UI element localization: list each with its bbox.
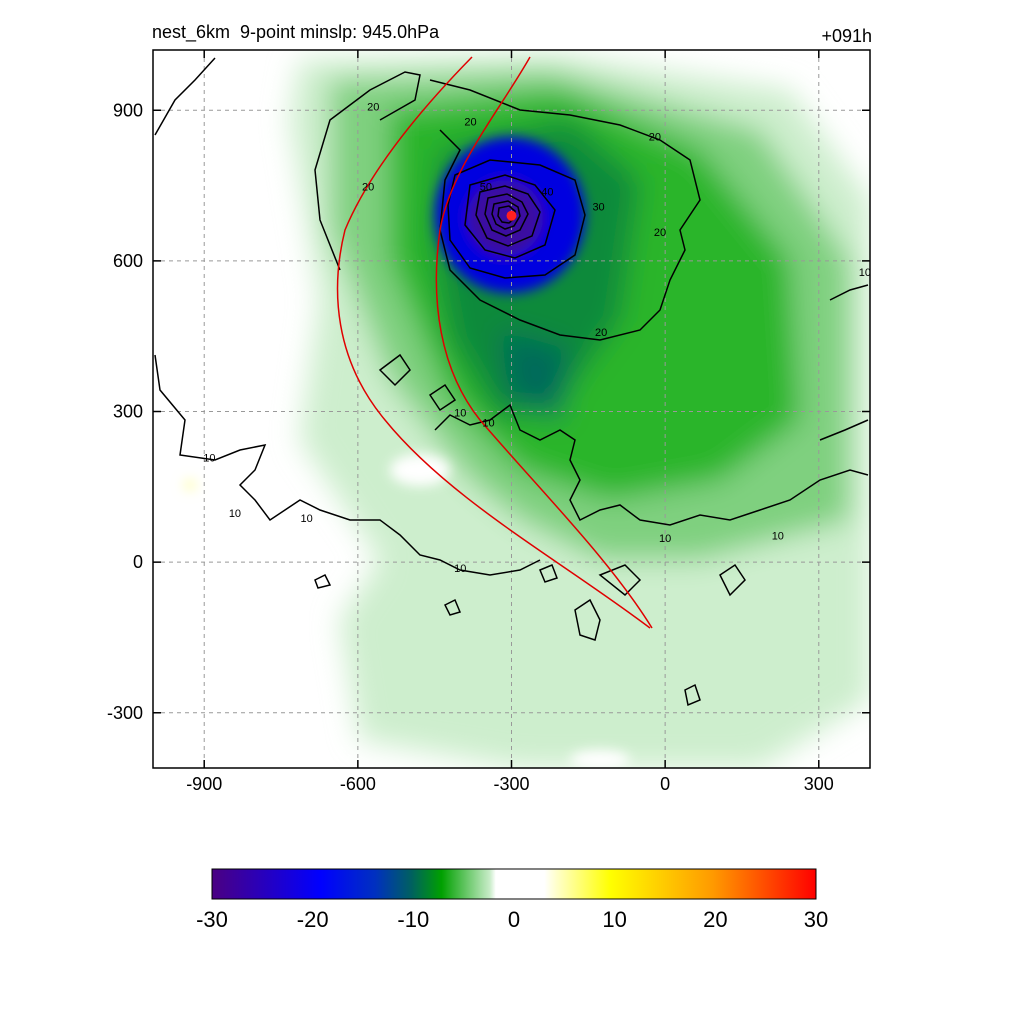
contour-label: 10 xyxy=(659,533,671,545)
contour-label: 10 xyxy=(301,513,313,525)
colorbar-tick-label: -30 xyxy=(196,907,228,932)
y-axis: 900 600 300 0 -300 xyxy=(107,100,870,723)
contour-label: 20 xyxy=(362,182,374,194)
contour-label: 10 xyxy=(229,508,241,520)
colorbar-ticks: -30 -20 -10 0 10 20 30 xyxy=(196,907,828,932)
shaded-field xyxy=(184,55,870,768)
contour-label: 10 xyxy=(482,418,494,430)
colorbar-tick-label: -10 xyxy=(397,907,429,932)
contour-label: 40 xyxy=(541,187,553,199)
contour-label: 10 xyxy=(859,267,871,279)
forecast-hour-label: +091h xyxy=(821,26,872,46)
contour-labels: 20 20 20 20 20 20 30 40 50 10 10 10 10 10 10 10 10 10 xyxy=(203,101,871,575)
x-tick-label: 0 xyxy=(660,774,670,794)
track-line xyxy=(435,56,653,629)
colorbar-tick-label: 10 xyxy=(602,907,626,932)
contour-label: 30 xyxy=(592,202,604,214)
contour-label: 10 xyxy=(454,563,466,575)
x-tick-label: -300 xyxy=(493,774,529,794)
contour-label: 10 xyxy=(772,531,784,543)
contour-lines xyxy=(154,57,869,707)
chart-title: nest_6km 9-point minslp: 945.0hPa xyxy=(152,22,440,42)
y-tick-label: 900 xyxy=(113,100,143,120)
colorbar-tick-label: -20 xyxy=(297,907,329,932)
colorbar-tick-label: 30 xyxy=(804,907,828,932)
contour-label: 20 xyxy=(464,116,476,128)
colorbar-tick-label: 20 xyxy=(703,907,727,932)
y-tick-label: -300 xyxy=(107,703,143,723)
colorbar: -30 -20 -10 0 10 20 30 xyxy=(196,868,828,932)
storm-center-marker xyxy=(506,210,517,221)
colorbar-gradient xyxy=(211,868,817,900)
contour-label: 50 xyxy=(480,182,492,194)
contour-label: 20 xyxy=(654,227,666,239)
y-tick-label: 600 xyxy=(113,251,143,271)
x-tick-label: 300 xyxy=(804,774,834,794)
contour-label: 10 xyxy=(454,408,466,420)
colorbar-tick-label: 0 xyxy=(508,907,520,932)
contour-label: 20 xyxy=(595,327,607,339)
contour-label: 20 xyxy=(649,131,661,143)
x-axis: -900 -600 -300 0 300 xyxy=(186,50,834,794)
contour-label: 20 xyxy=(367,101,379,113)
x-tick-label: -900 xyxy=(186,774,222,794)
y-tick-label: 300 xyxy=(113,402,143,422)
track-line xyxy=(336,56,651,629)
contour-label: 10 xyxy=(203,453,215,465)
track-lines xyxy=(336,56,653,629)
storm-center-layer xyxy=(506,210,517,221)
x-tick-label: -600 xyxy=(340,774,376,794)
y-tick-label: 0 xyxy=(133,552,143,572)
